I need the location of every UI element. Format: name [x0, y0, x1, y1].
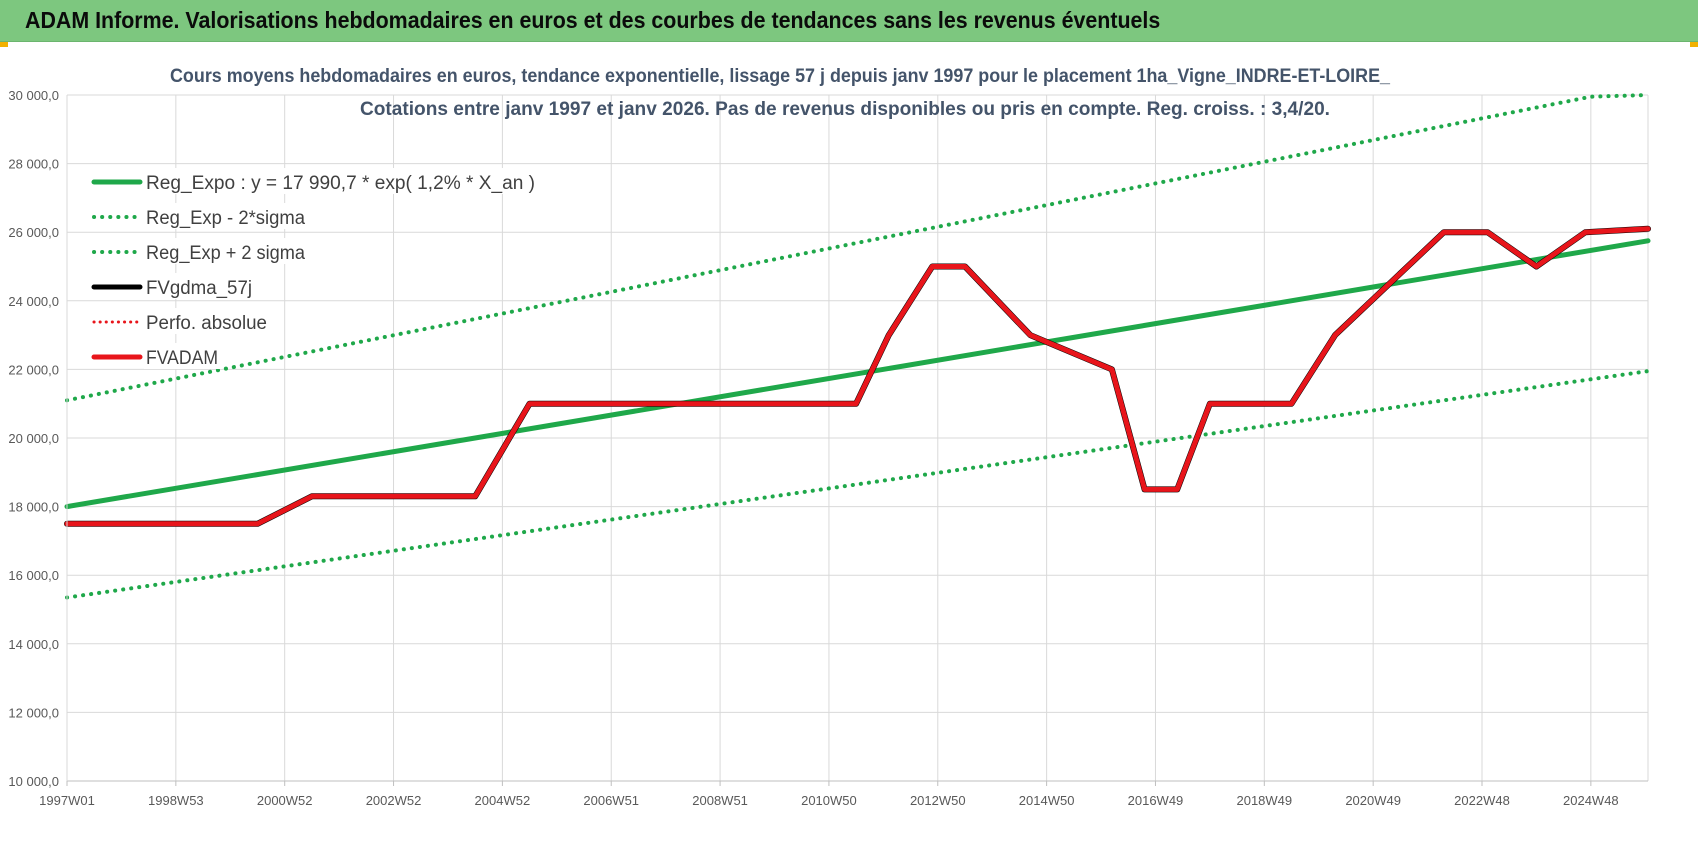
report-header: ADAM Informe. Valorisations hebdomadaire…	[0, 0, 1698, 42]
x-tick-label: 2012W50	[910, 793, 966, 808]
reg-exp-minus-2sigma-line	[65, 369, 1650, 600]
x-tick-label: 2018W49	[1236, 793, 1292, 808]
y-tick-label: 16 000,0	[8, 568, 59, 583]
corner-marker-right	[1690, 42, 1698, 47]
y-tick-label: 20 000,0	[8, 431, 59, 446]
y-tick-label: 28 000,0	[8, 157, 59, 172]
legend-label: FVADAM	[146, 348, 218, 369]
x-tick-label: 2008W51	[692, 793, 748, 808]
x-tick-label: 2022W48	[1454, 793, 1510, 808]
report-title: ADAM Informe. Valorisations hebdomadaire…	[25, 7, 1161, 33]
series-lines	[64, 93, 1651, 600]
x-tick-label: 1998W53	[148, 793, 204, 808]
x-tick-label: 2020W49	[1345, 793, 1401, 808]
y-tick-label: 12 000,0	[8, 705, 59, 720]
legend-item-backdrop	[144, 273, 256, 299]
chart-subtitle-line-2: Cotations entre janv 1997 et janv 2026. …	[360, 99, 1330, 120]
legend-item: Reg_Expo : y = 17 990,7 * exp( 1,2% * X_…	[91, 168, 539, 194]
perfo-absolue-line	[65, 227, 1650, 526]
legend-label: Reg_Exp + 2 sigma	[146, 243, 305, 264]
x-tick-label: 2016W49	[1128, 793, 1184, 808]
reg-expo-line	[64, 238, 1651, 510]
y-tick-label: 30 000,0	[8, 88, 59, 103]
fvadam-line	[64, 226, 1651, 527]
legend-item-backdrop	[144, 203, 309, 229]
chart-area: 10 000,0 12 000,0 14 000,0 16 000,0 18 000,0…	[0, 42, 1698, 848]
x-tick-label: 2024W48	[1563, 793, 1619, 808]
legend-item-backdrop	[144, 308, 271, 334]
legend-item: Reg_Exp - 2*sigma	[92, 203, 309, 229]
y-tick-label: 22 000,0	[8, 362, 59, 377]
gridlines	[66, 94, 1649, 782]
axes: 10 000,0 12 000,0 14 000,0 16 000,0 18 000,0…	[8, 88, 1648, 808]
x-tick-label: 1997W01	[39, 793, 95, 808]
reg-exp-plus-2sigma-line	[65, 93, 1650, 403]
legend-label: Perfo. absolue	[146, 313, 267, 334]
x-tick-label: 2014W50	[1019, 793, 1075, 808]
x-tick-label: 2000W52	[257, 793, 313, 808]
legend-item: Perfo. absolue	[92, 308, 271, 334]
legend-item-backdrop	[144, 238, 309, 264]
x-tick-label: 2004W52	[475, 793, 531, 808]
x-tick-label: 2010W50	[801, 793, 857, 808]
chart-legend: Reg_Expo : y = 17 990,7 * exp( 1,2% * X_…	[91, 168, 539, 369]
y-tick-label: 18 000,0	[8, 500, 59, 515]
legend-label: FVgdma_57j	[146, 278, 252, 299]
legend-item: FVgdma_57j	[91, 273, 256, 299]
x-tick-label: 2002W52	[366, 793, 422, 808]
fvgdma-57j-line	[64, 225, 1651, 527]
legend-item: Reg_Exp + 2 sigma	[92, 238, 309, 264]
y-tick-label: 10 000,0	[8, 774, 59, 789]
x-tick-label: 2006W51	[583, 793, 639, 808]
trend-chart: 10 000,0 12 000,0 14 000,0 16 000,0 18 000,0…	[8, 66, 1651, 808]
chart-subtitle-line-1: Cours moyens hebdomadaires en euros, ten…	[170, 66, 1390, 87]
y-tick-label: 24 000,0	[8, 294, 59, 309]
legend-label: Reg_Expo : y = 17 990,7 * exp( 1,2% * X_…	[146, 173, 535, 194]
y-tick-label: 26 000,0	[8, 225, 59, 240]
legend-label: Reg_Exp - 2*sigma	[146, 208, 305, 229]
legend-item-backdrop	[144, 168, 539, 194]
legend-item-backdrop	[144, 343, 222, 369]
y-tick-label: 14 000,0	[8, 637, 59, 652]
corner-marker-left	[0, 42, 8, 47]
legend-item: FVADAM	[91, 343, 222, 369]
